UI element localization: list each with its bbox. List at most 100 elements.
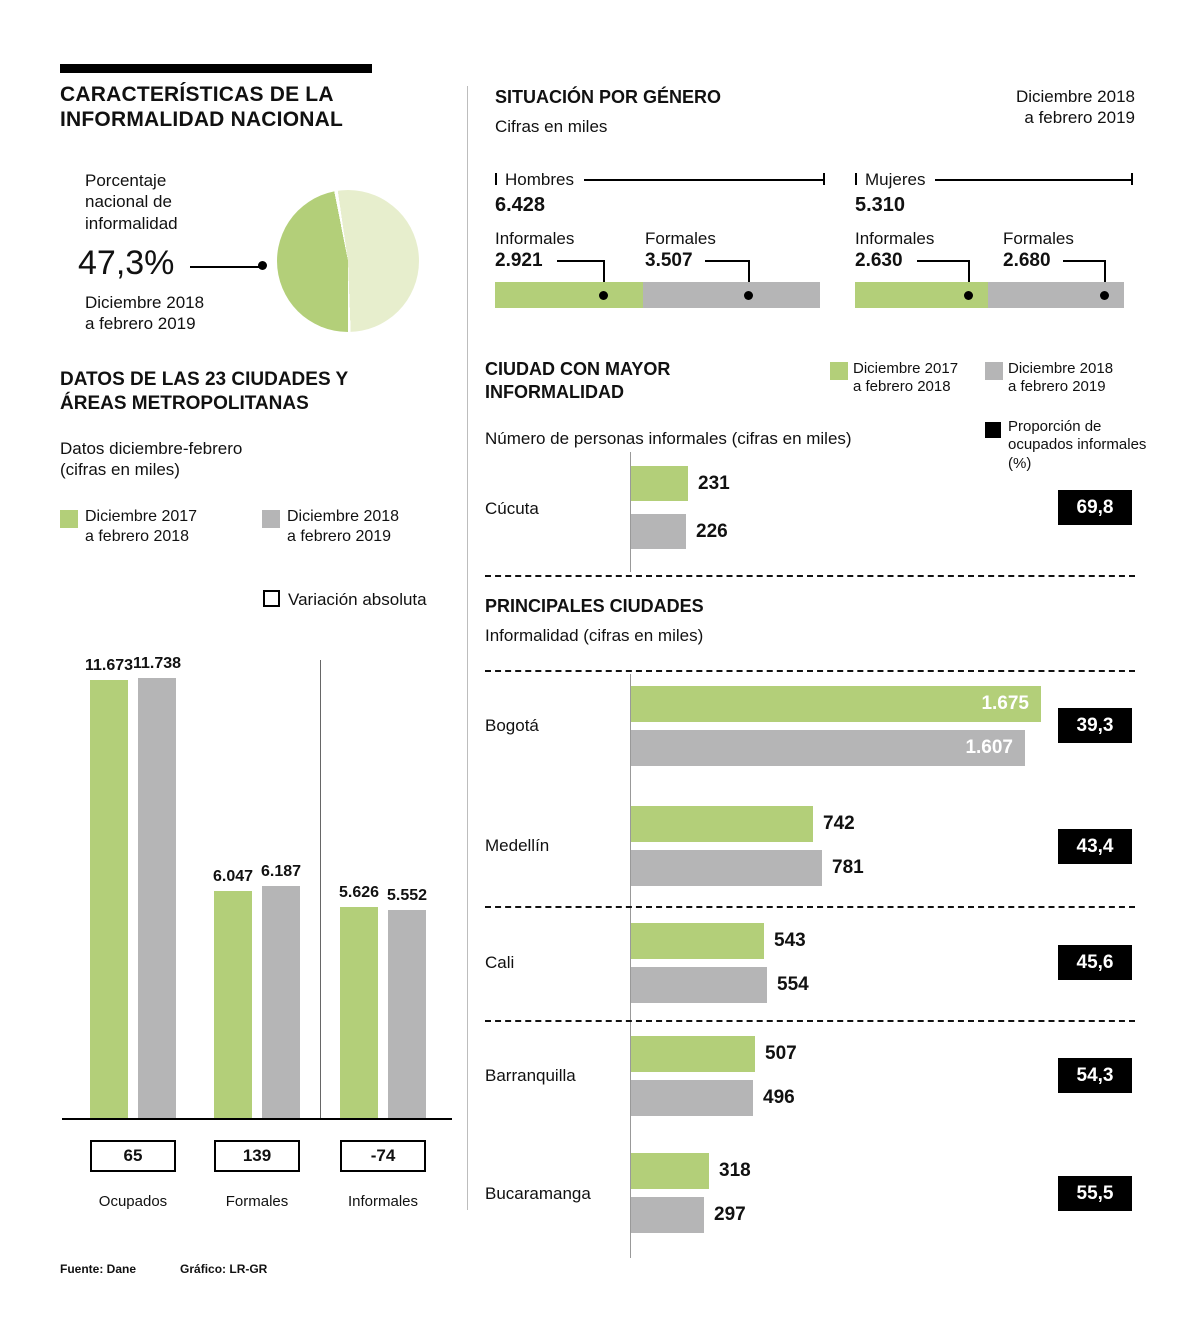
bar-row-medellin-2017: 742: [631, 806, 855, 842]
category-label-formales: Formales: [225, 1193, 289, 1210]
leader-line: [1104, 260, 1106, 296]
formal-value: 2.680: [1003, 250, 1051, 271]
bracket-tick: [495, 173, 497, 185]
bar-value-label: 554: [777, 974, 809, 995]
legend-swatch-2018: [985, 362, 1003, 380]
city-label: Bucaramanga: [485, 1184, 591, 1203]
leader-dot: [599, 291, 608, 300]
top-city-axis: [630, 452, 631, 572]
bar-rect-2018: [631, 967, 767, 1003]
legend-swatch-proportion: [985, 422, 1001, 438]
column-separator: [467, 86, 468, 1210]
gender-title: SITUACIÓN POR GÉNERO: [495, 87, 722, 107]
leader-line: [705, 260, 750, 262]
bar-value-label: 1.675: [981, 693, 1029, 714]
pie-connector-line: [190, 266, 262, 268]
bar-rect-2018: [631, 1080, 753, 1116]
bar-value-label: 11.673: [84, 657, 134, 674]
legend-label-2018: Diciembre 2018 a febrero 2019: [1008, 360, 1114, 396]
pie-connector-dot: [258, 261, 267, 270]
cities23-title: DATOS DE LAS 23 CIUDADES Y ÁREAS METROPO…: [60, 369, 349, 414]
dashed-divider: [485, 670, 1135, 672]
gender-period: Diciembre 2018 a febrero 2019: [1015, 87, 1135, 128]
legend-label-variation: Variación absoluta: [288, 590, 427, 609]
legend-swatch-2017: [830, 362, 848, 380]
bar-chart-plot: 11.673 11.738 6.047 6.187 5.626 5.552: [62, 648, 458, 1118]
informal-value: 2.921: [495, 250, 543, 271]
page-title: CARACTERÍSTICAS DE LA INFORMALIDAD NACIO…: [60, 83, 344, 132]
segment-informales: [495, 282, 643, 308]
group-divider-line: [320, 660, 321, 1118]
bar-rect-2017: 1.675: [631, 686, 1041, 722]
bar-value-label: 5.626: [338, 884, 380, 901]
bar-value-label: 5.552: [386, 887, 428, 904]
bracket-line: [935, 179, 1131, 181]
bar-chart-23-cities: 11.673 11.738 6.047 6.187 5.626 5.552: [62, 648, 458, 1248]
main-cities-title: PRINCIPALES CIUDADES: [485, 596, 704, 616]
informal-label: Informales: [855, 229, 935, 248]
gender-total: 5.310: [855, 194, 906, 216]
pie-chart: [277, 190, 419, 332]
variation-value: -74: [370, 1146, 396, 1165]
gender-group-header: Mujeres: [855, 170, 1133, 190]
bracket-tick: [1131, 173, 1133, 185]
informal-value: 2.630: [855, 250, 903, 271]
proportion-value: 45,6: [1076, 951, 1114, 973]
formal-label: Formales: [1003, 229, 1074, 248]
bar-rect-2018: [631, 514, 686, 549]
main-cities-subtitle: Informalidad (cifras en miles): [485, 626, 704, 645]
leader-dot: [964, 291, 973, 300]
pie-value: 47,3%: [78, 244, 175, 282]
gender-group-name: Mujeres: [865, 170, 926, 189]
bar-formales-2018: 6.187: [260, 863, 302, 1118]
legend-swatch-2017: [60, 510, 78, 528]
leader-line: [748, 260, 750, 296]
variation-box-ocupados: 65: [90, 1140, 176, 1172]
pie-label: Porcentaje nacional de informalidad: [85, 171, 178, 233]
bracket-tick: [823, 173, 825, 185]
legend-swatch-variation: [263, 590, 280, 607]
legend-label-2017: Diciembre 2017 a febrero 2018: [853, 360, 959, 396]
city-label: Cali: [485, 953, 515, 972]
bar-rect-2017: [631, 1036, 755, 1072]
bar-rect-2018: 1.607: [631, 730, 1025, 766]
bar-rect-2017: [340, 907, 378, 1118]
bar-rect-2017: [214, 891, 252, 1118]
top-city-subtitle: Número de personas informales (cifras en…: [485, 429, 852, 448]
informal-label: Informales: [495, 229, 575, 248]
proportion-value: 43,4: [1076, 835, 1114, 857]
bar-value-label: 231: [698, 472, 730, 494]
dashed-divider: [485, 906, 1135, 908]
leader-line: [603, 260, 605, 296]
bar-value-label: 6.187: [260, 863, 302, 880]
x-axis-baseline: [62, 1118, 452, 1120]
proportion-badge: 43,4: [1058, 829, 1132, 864]
bar-rect-2018: [138, 678, 176, 1118]
bar-value-label: 11.738: [132, 655, 182, 672]
top-city-title: CIUDAD CON MAYOR INFORMALIDAD: [485, 359, 671, 402]
leader-dot: [744, 291, 753, 300]
bracket-tick: [855, 173, 857, 185]
bar-value-label: 6.047: [212, 868, 254, 885]
footer: Fuente: Dane Gráfico: LR-GR: [60, 1262, 267, 1276]
bar-value-label: 318: [719, 1160, 751, 1181]
bar-row-bucaramanga-2018: 297: [631, 1197, 746, 1233]
category-label-informales: Informales: [347, 1193, 419, 1210]
segment-formales: [643, 282, 820, 308]
bracket-line: [583, 179, 823, 181]
bar-row-cucuta-2017: 231: [631, 466, 730, 501]
bar-rect-2018: [262, 886, 300, 1118]
city-label: Cúcuta: [485, 499, 539, 518]
dashed-divider: [485, 1020, 1135, 1022]
proportion-badge: 55,5: [1058, 1176, 1132, 1211]
bar-formales-2017: 6.047: [212, 868, 254, 1118]
bar-row-cali-2017: 543: [631, 923, 806, 959]
bar-row-cucuta-2018: 226: [631, 514, 728, 549]
bar-row-bogota-2017: 1.675: [631, 686, 1041, 722]
legend-label-2018: Diciembre 2018 a febrero 2019: [287, 508, 400, 545]
bar-value-label: 781: [832, 857, 864, 878]
bar-ocupados-2017: 11.673: [85, 657, 133, 1118]
city-label: Bogotá: [485, 716, 539, 735]
bar-row-bogota-2018: 1.607: [631, 730, 1025, 766]
